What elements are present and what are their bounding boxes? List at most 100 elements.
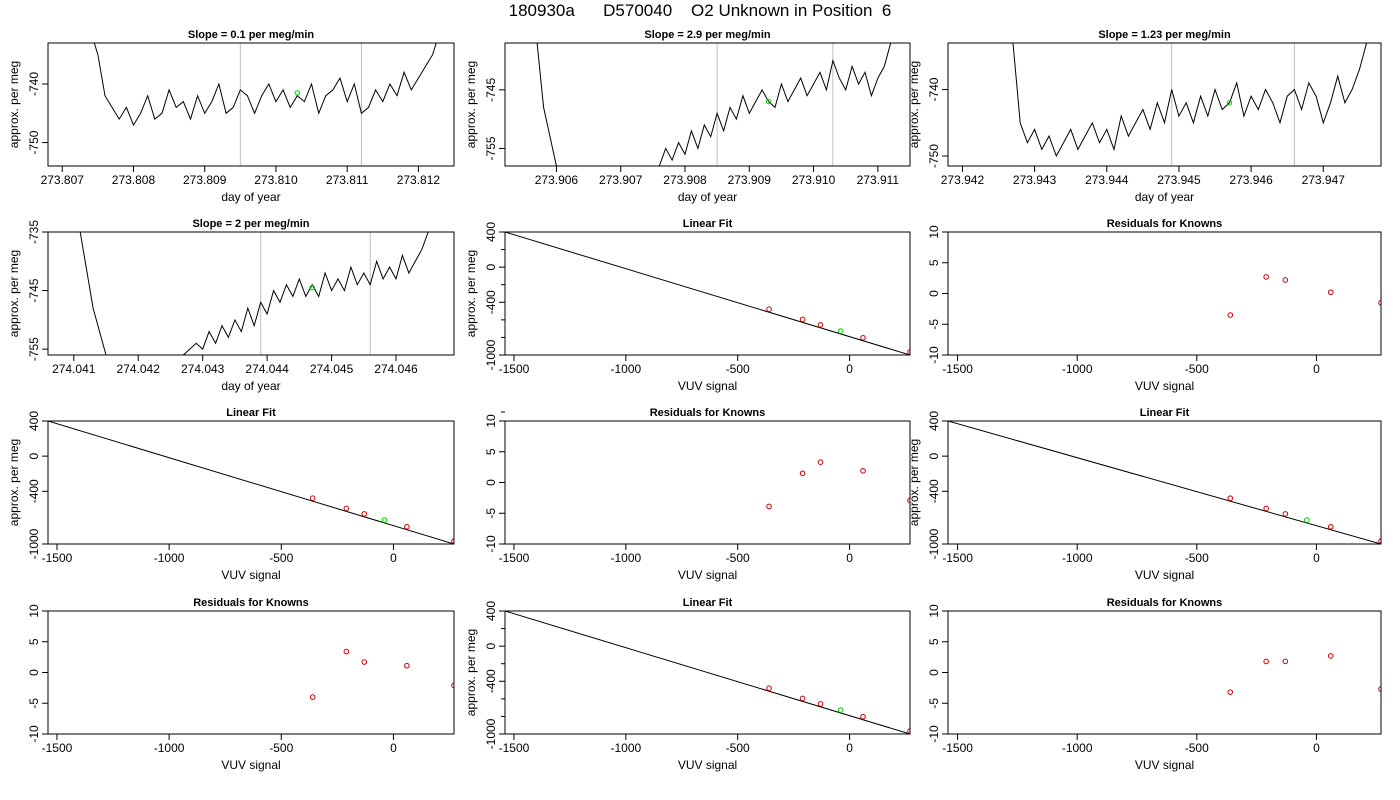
x-tick-label: -1000 — [154, 741, 185, 755]
unknown-mean-point — [294, 90, 300, 96]
unknown-mean-point — [309, 284, 315, 291]
plot-frame — [504, 610, 911, 735]
x-tick-label: -500 — [269, 741, 293, 755]
x-tick-label: 273.946 — [1229, 173, 1273, 187]
y-tick-label: -745 — [27, 278, 41, 302]
x-tick-label: -1500 — [499, 741, 530, 755]
y-axis-label: approx. per meg — [907, 61, 921, 148]
x-axis-label: VUV signal — [1135, 379, 1194, 393]
known-point — [817, 459, 824, 466]
fit-line — [505, 232, 910, 355]
known-point — [1282, 658, 1289, 665]
y-tick-label: -5 — [484, 508, 498, 519]
y-tick-label: 5 — [484, 448, 498, 455]
series-line — [79, 232, 429, 355]
y-tick-label: 0 — [927, 290, 941, 297]
y-tick-label: 400 — [27, 411, 41, 431]
y-tick-label: 0 — [927, 669, 941, 676]
x-tick-label: -1000 — [154, 551, 185, 565]
residuals-panel: Linear Fit-1500 -1000 -500 04000-400-1000VU… — [907, 407, 1382, 582]
known-point — [907, 349, 910, 355]
known-point — [1378, 686, 1381, 692]
known-point — [1378, 538, 1381, 544]
known-point — [1263, 658, 1269, 665]
plot-frame — [504, 231, 911, 356]
known-point — [817, 322, 824, 328]
x-tick-label: -500 — [726, 741, 750, 755]
y-tick-label: 10 — [927, 225, 941, 239]
known-point — [1227, 312, 1234, 318]
unknown-point — [837, 328, 844, 334]
unknown-mean-point — [765, 98, 772, 105]
timeseries-panel: Residuals for Knowns -1500 -1000 -500 0 10 5 0 -… — [27, 597, 455, 772]
known-point — [799, 316, 806, 323]
plot-frame — [504, 42, 911, 167]
y-axis-label: approx. per meg — [907, 439, 921, 526]
x-tick-label: 274.043 — [181, 362, 225, 376]
y-tick-label: -400 — [484, 669, 498, 693]
known-point — [309, 495, 316, 502]
panel-title: Linear Fit — [683, 218, 733, 230]
y-tick-label: -740 — [27, 72, 41, 96]
panel-title: Slope = 0.1 per meg/min — [188, 29, 315, 41]
x-tick-label: -1000 — [1062, 362, 1093, 376]
panel-title: Slope = 2 per meg/min — [192, 218, 309, 230]
x-tick-label: 0 — [1313, 741, 1320, 755]
y-tick-label: -735 — [27, 220, 41, 244]
linear-fit-panel: Residuals for Knowns -1500 -1000 -500 0 10 5 0 -… — [484, 407, 911, 582]
plot-frame — [504, 420, 911, 545]
x-axis-label: VUV signal — [678, 758, 737, 772]
y-tick-label: 10 — [927, 604, 941, 618]
x-tick-label: -500 — [1185, 741, 1209, 755]
x-tick-label: -1500 — [942, 362, 973, 376]
x-tick-label: 273.943 — [1013, 173, 1057, 187]
x-tick-label: 0 — [846, 741, 853, 755]
known-point — [361, 511, 368, 517]
plot-frame — [47, 610, 455, 735]
linear-fit-panel: Slope = 2.9 per meg/min 273.906 273.907 273… — [464, 29, 911, 413]
y-tick-label: 10 — [27, 604, 41, 618]
known-point — [907, 497, 910, 504]
y-tick-label: -400 — [27, 479, 41, 503]
fit-line — [505, 611, 910, 734]
y-tick-label: -1000 — [927, 528, 941, 559]
y-tick-label: 400 — [484, 222, 498, 242]
plot-area — [48, 421, 454, 544]
y-tick-label: -1000 — [484, 718, 498, 749]
y-tick-label: -1000 — [484, 339, 498, 370]
known-point — [1227, 495, 1234, 502]
x-tick-label: -500 — [269, 551, 293, 565]
plot-area — [505, 232, 910, 355]
known-point — [451, 682, 454, 689]
y-tick-label: 0 — [27, 669, 41, 676]
x-tick-label: 273.810 — [254, 173, 298, 187]
x-tick-label: -1000 — [610, 551, 641, 565]
residuals-panel: Residuals for Knowns -1500 -1000 -500 0 10 5 0 -… — [927, 218, 1382, 393]
y-tick-label: 0 — [927, 452, 941, 459]
plot-frame — [947, 231, 1382, 356]
y-tick-label: -5 — [927, 319, 941, 330]
series-line — [93, 43, 437, 127]
fit-line — [948, 421, 1381, 544]
x-tick-label: 0 — [390, 741, 397, 755]
x-tick-label: 0 — [1313, 551, 1320, 565]
timeseries-panel: Linear Fit-1500 -1000 -500 04000-400-1000VU… — [7, 407, 455, 582]
x-tick-label: -1500 — [499, 362, 530, 376]
y-tick-label: 0 — [484, 479, 498, 486]
x-tick-label: 273.910 — [792, 173, 836, 187]
plot-area — [79, 232, 429, 355]
x-tick-label: -1000 — [1062, 551, 1093, 565]
x-tick-label: -1500 — [942, 551, 973, 565]
known-point — [361, 659, 368, 665]
panel-title: Residuals for Knowns — [1107, 597, 1223, 609]
panel-title: Slope = 1.23 per meg/min — [1098, 29, 1231, 41]
y-tick-label: -10 — [27, 725, 41, 743]
plot-area — [1227, 274, 1381, 318]
panel-title: Residuals for Knowns — [1107, 218, 1223, 230]
y-axis-label: approx. per meg — [7, 61, 21, 148]
panel-title: Linear Fit — [683, 597, 733, 609]
known-point — [343, 505, 350, 512]
plot-area — [1012, 43, 1368, 166]
y-tick-label: -750 — [27, 130, 41, 154]
y-axis-label: approx. per meg — [464, 629, 478, 716]
